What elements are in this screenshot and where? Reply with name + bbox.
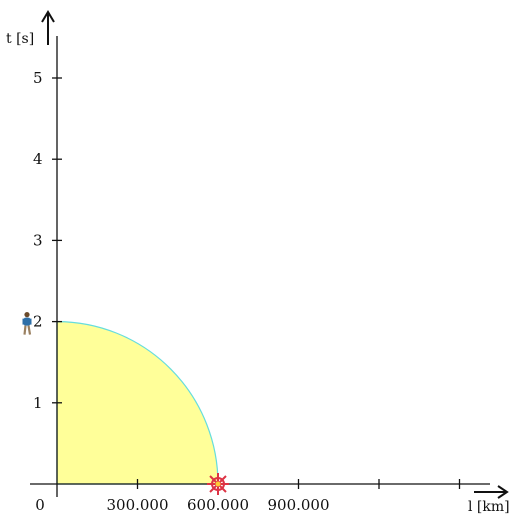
x-tick-label: 0 (35, 496, 45, 514)
y-tick-label: 1 (33, 394, 43, 412)
explosion-icon (207, 473, 229, 495)
y-tick-label: 3 (33, 231, 43, 249)
person-icon (22, 312, 32, 335)
x-tick-label: 600.000 (187, 496, 249, 514)
x-tick-label: 300.000 (106, 496, 168, 514)
y-axis-title: t [s] (6, 31, 34, 47)
x-tick-label: 900.000 (267, 496, 329, 514)
y-tick-label: 4 (33, 150, 43, 168)
y-axis-arrow-icon (41, 10, 55, 45)
x-axis-arrow-icon (474, 485, 509, 499)
y-tick-label: 2 (33, 313, 43, 331)
light-cone-region (56, 320, 219, 485)
y-tick-label: 5 (33, 69, 43, 87)
x-axis-title: l [km] (468, 499, 510, 515)
